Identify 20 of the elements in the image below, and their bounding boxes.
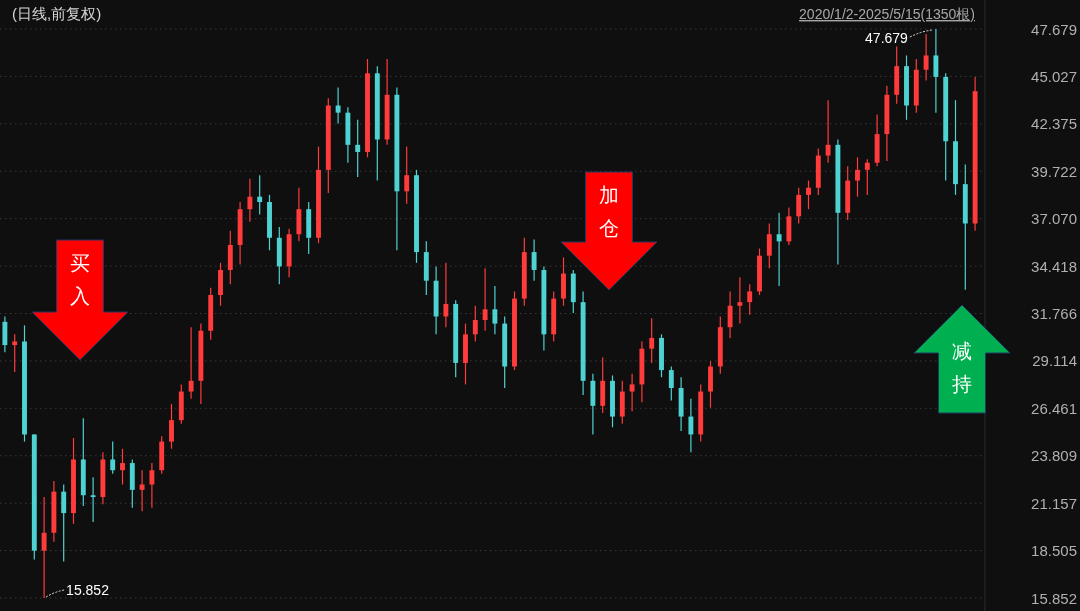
annotation: 买入 bbox=[70, 252, 90, 307]
ytick: 37.070 bbox=[1031, 210, 1077, 228]
ytick: 23.809 bbox=[1031, 447, 1077, 465]
ytick: 34.418 bbox=[1031, 257, 1077, 275]
ytick: 29.114 bbox=[1032, 352, 1077, 370]
annotation: 15.852 bbox=[66, 582, 109, 598]
ytick: 42.375 bbox=[1031, 115, 1077, 133]
ytick: 21.157 bbox=[1031, 494, 1077, 512]
ytick: 31.766 bbox=[1031, 305, 1077, 322]
title: (日线,前复权) bbox=[12, 5, 102, 22]
ytick: 45.027 bbox=[1031, 67, 1077, 85]
ytick: 39.722 bbox=[1031, 162, 1077, 180]
annotation: 减持 bbox=[952, 340, 972, 395]
ytick: 47.679 bbox=[1031, 20, 1077, 38]
ytick: 15.852 bbox=[1031, 589, 1077, 607]
annotation: 加仓 bbox=[599, 184, 619, 239]
ytick: 18.505 bbox=[1031, 542, 1077, 560]
ytick: 26.461 bbox=[1031, 399, 1077, 417]
annotation: 47.679 bbox=[865, 30, 908, 46]
annotation: 2020/1/2-2025/5/15(1350根) bbox=[799, 6, 975, 22]
